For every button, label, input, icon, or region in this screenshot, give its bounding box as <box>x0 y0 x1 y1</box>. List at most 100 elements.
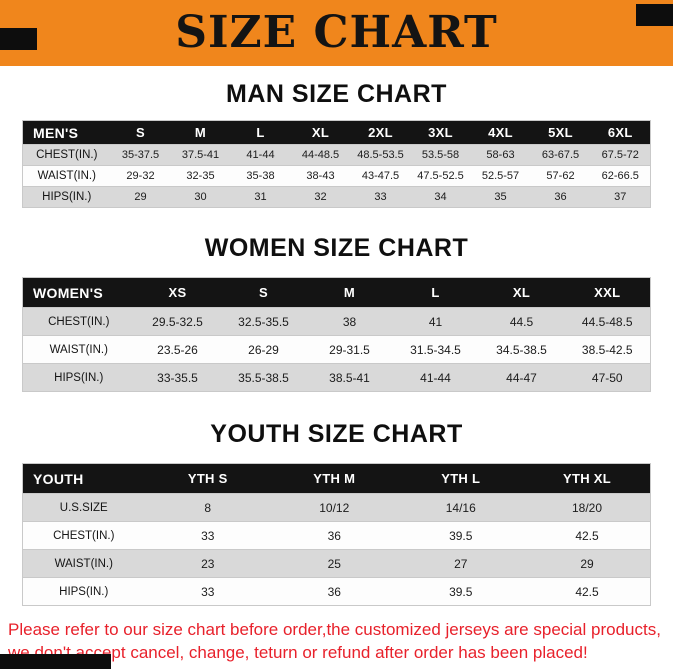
value-cell: 48.5-53.5 <box>350 144 411 166</box>
man-size-table-header: MEN'S S M L XL 2XL 3XL 4XL 5XL 6XL <box>22 120 651 145</box>
value-cell: 41-44 <box>230 144 291 166</box>
row-label-cell: WAIST(IN.) <box>22 165 111 187</box>
value-cell: 27 <box>397 549 524 578</box>
table-title-cell: MEN'S <box>22 120 111 145</box>
disclaimer-line-2: we don't accept cancel, change, teturn o… <box>8 643 588 663</box>
value-cell: 30 <box>170 186 231 208</box>
corner-block-top-right <box>636 4 673 26</box>
size-header-cell: M <box>170 120 231 145</box>
size-header-cell: S <box>110 120 171 145</box>
youth-size-table: YOUTH YTH S YTH M YTH L YTH XL U.S.SIZE 8 10/1… <box>22 463 651 606</box>
table-row: U.S.SIZE 8 10/12 14/16 18/20 <box>22 493 651 522</box>
value-cell: 31.5-34.5 <box>392 335 479 364</box>
size-header-cell: L <box>392 277 479 308</box>
table-row: WAIST(IN.) 23.5-26 26-29 29-31.5 31.5-34.5 34… <box>22 335 651 364</box>
value-cell: 31 <box>230 186 291 208</box>
value-cell: 32-35 <box>170 165 231 187</box>
row-label-cell: CHEST(IN.) <box>22 521 145 550</box>
value-cell: 44.5-48.5 <box>564 307 651 336</box>
section-man: MAN SIZE CHART MEN'S S M L XL 2XL 3XL 4XL 5XL 6XL… <box>0 80 673 208</box>
value-cell: 44-47 <box>478 363 565 392</box>
value-cell: 23 <box>144 549 271 578</box>
table-title-cell: YOUTH <box>22 463 145 494</box>
table-row: HIPS(IN.) 33 36 39.5 42.5 <box>22 577 651 606</box>
banner: SIZE CHART <box>0 0 673 66</box>
value-cell: 29 <box>524 549 651 578</box>
value-cell: 62-66.5 <box>590 165 651 187</box>
value-cell: 26-29 <box>220 335 307 364</box>
value-cell: 33-35.5 <box>134 363 221 392</box>
value-cell: 47-50 <box>564 363 651 392</box>
table-row: WAIST(IN.) 23 25 27 29 <box>22 549 651 578</box>
value-cell: 47.5-52.5 <box>410 165 471 187</box>
size-header-cell: YTH S <box>144 463 271 494</box>
value-cell: 67.5-72 <box>590 144 651 166</box>
value-cell: 37.5-41 <box>170 144 231 166</box>
value-cell: 33 <box>144 521 271 550</box>
size-header-cell: 3XL <box>410 120 471 145</box>
value-cell: 23.5-26 <box>134 335 221 364</box>
value-cell: 57-62 <box>530 165 591 187</box>
value-cell: 41-44 <box>392 363 479 392</box>
table-row: CHEST(IN.) 29.5-32.5 32.5-35.5 38 41 44.5 44.5… <box>22 307 651 336</box>
value-cell: 32 <box>290 186 351 208</box>
value-cell: 35 <box>470 186 531 208</box>
table-row: CHEST(IN.) 35-37.5 37.5-41 41-44 44-48.5 48.5… <box>22 144 651 166</box>
value-cell: 58-63 <box>470 144 531 166</box>
value-cell: 38 <box>306 307 393 336</box>
women-size-chart-heading: WOMEN SIZE CHART <box>204 234 469 262</box>
value-cell: 39.5 <box>397 577 524 606</box>
youth-size-table-body: U.S.SIZE 8 10/12 14/16 18/20 CHEST(IN.) 33 36 39… <box>22 493 651 606</box>
value-cell: 33 <box>350 186 411 208</box>
value-cell: 38-43 <box>290 165 351 187</box>
table-header-row: MEN'S S M L XL 2XL 3XL 4XL 5XL 6XL <box>22 120 651 145</box>
value-cell: 34.5-38.5 <box>478 335 565 364</box>
value-cell: 35-37.5 <box>110 144 171 166</box>
value-cell: 35.5-38.5 <box>220 363 307 392</box>
value-cell: 14/16 <box>397 493 524 522</box>
value-cell: 36 <box>530 186 591 208</box>
value-cell: 36 <box>271 521 398 550</box>
table-row: HIPS(IN.) 33-35.5 35.5-38.5 38.5-41 41-44 44-… <box>22 363 651 392</box>
size-header-cell: 6XL <box>590 120 651 145</box>
section-women: WOMEN SIZE CHART WOMEN'S XS S M L XL XXL CHEST… <box>0 234 673 392</box>
value-cell: 29 <box>110 186 171 208</box>
row-label-cell: CHEST(IN.) <box>22 144 111 166</box>
value-cell: 29.5-32.5 <box>134 307 221 336</box>
table-header-row: WOMEN'S XS S M L XL XXL <box>22 277 651 308</box>
corner-block-bottom-left <box>0 654 111 669</box>
size-header-cell: M <box>306 277 393 308</box>
value-cell: 42.5 <box>524 521 651 550</box>
man-size-table-body: CHEST(IN.) 35-37.5 37.5-41 41-44 44-48.5 48.5… <box>22 144 651 208</box>
table-row: CHEST(IN.) 33 36 39.5 42.5 <box>22 521 651 550</box>
value-cell: 33 <box>144 577 271 606</box>
section-youth: YOUTH SIZE CHART YOUTH YTH S YTH M YTH L YTH… <box>0 420 673 606</box>
size-header-cell: YTH L <box>397 463 524 494</box>
row-label-cell: WAIST(IN.) <box>22 335 135 364</box>
size-header-cell: YTH M <box>271 463 398 494</box>
size-header-cell: L <box>230 120 291 145</box>
size-header-cell: S <box>220 277 307 308</box>
man-size-chart-heading: MAN SIZE CHART <box>226 80 447 108</box>
value-cell: 41 <box>392 307 479 336</box>
corner-block-top-left <box>0 28 37 50</box>
row-label-cell: HIPS(IN.) <box>22 186 111 208</box>
women-size-table-body: CHEST(IN.) 29.5-32.5 32.5-35.5 38 41 44.5 44.5… <box>22 307 651 392</box>
size-header-cell: XL <box>478 277 565 308</box>
size-header-cell: XXL <box>564 277 651 308</box>
size-header-cell: 5XL <box>530 120 591 145</box>
value-cell: 39.5 <box>397 521 524 550</box>
value-cell: 36 <box>271 577 398 606</box>
women-size-table: WOMEN'S XS S M L XL XXL CHEST(IN.) 29.5-32.5 32.… <box>22 277 651 392</box>
row-label-cell: U.S.SIZE <box>22 493 145 522</box>
page-title: SIZE CHART <box>175 7 498 58</box>
size-header-cell: XL <box>290 120 351 145</box>
youth-size-table-header: YOUTH YTH S YTH M YTH L YTH XL <box>22 463 651 494</box>
size-header-cell: 2XL <box>350 120 411 145</box>
value-cell: 38.5-42.5 <box>564 335 651 364</box>
table-title-cell: WOMEN'S <box>22 277 135 308</box>
value-cell: 43-47.5 <box>350 165 411 187</box>
youth-size-chart-heading: YOUTH SIZE CHART <box>210 420 463 448</box>
disclaimer-note: Please refer to our size chart before or… <box>0 618 673 665</box>
